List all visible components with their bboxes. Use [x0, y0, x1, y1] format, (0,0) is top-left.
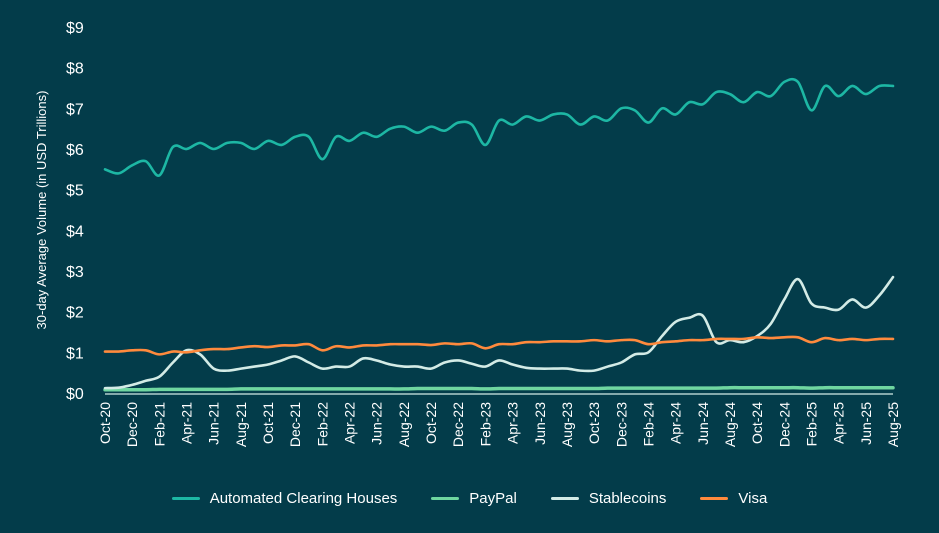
x-tick-label: Aug-23	[559, 402, 575, 447]
x-tick-label: Dec-24	[776, 402, 792, 447]
legend-label: Visa	[738, 490, 768, 507]
x-tick-label: Oct-21	[260, 402, 276, 444]
x-tick-label: Aug-25	[885, 402, 901, 447]
legend-item: Automated Clearing Houses	[171, 490, 398, 507]
x-tick-label: Jun-24	[695, 402, 711, 445]
x-tick-label: Dec-20	[124, 402, 140, 447]
x-tick-label: Apr-25	[831, 402, 847, 444]
x-tick-label: Apr-24	[668, 402, 684, 444]
x-tick-label: Feb-23	[477, 402, 493, 447]
x-tick-label: Aug-24	[722, 402, 738, 447]
legend-swatch	[431, 497, 460, 500]
series-line-automated-clearing-houses	[103, 77, 895, 177]
y-tick-label: $0	[66, 386, 84, 403]
y-tick-label: $1	[66, 345, 84, 362]
y-tick-label: $9	[66, 20, 84, 37]
x-tick-label: Dec-23	[613, 402, 629, 447]
x-tick-label: Oct-22	[423, 402, 439, 444]
legend-item: Stablecoins	[550, 490, 667, 507]
legend-label: Stablecoins	[588, 490, 667, 507]
x-tick-label: Feb-25	[803, 402, 819, 447]
x-tick-label: Apr-21	[179, 402, 195, 444]
x-tick-label: Dec-21	[287, 402, 303, 447]
x-tick-label: Jun-21	[206, 402, 222, 445]
y-tick-label: $2	[66, 305, 84, 322]
x-tick-label: Apr-22	[342, 402, 358, 444]
series-line-paypal	[103, 385, 895, 392]
x-tick-label: Oct-20	[97, 402, 113, 444]
series-line-visa	[103, 335, 895, 356]
y-tick-label: $4	[66, 223, 84, 240]
x-tick-label: Apr-23	[505, 402, 521, 444]
y-tick-label: $5	[66, 183, 84, 200]
series-line-stablecoins	[103, 275, 895, 390]
x-tick-label: Oct-24	[749, 402, 765, 444]
y-tick-label: $6	[66, 142, 84, 159]
x-tick-label: Feb-22	[314, 402, 330, 447]
legend-item: PayPal	[431, 490, 517, 507]
x-tick-label: Aug-22	[396, 402, 412, 447]
x-tick-label: Feb-21	[151, 402, 167, 447]
x-tick-label: Aug-21	[233, 402, 249, 447]
legend-label: PayPal	[469, 490, 517, 507]
legend-swatch	[550, 497, 579, 500]
legend-item: Visa	[700, 490, 767, 507]
legend: Automated Clearing Houses PayPal Stablecoi…	[0, 490, 939, 507]
x-tick-label: Oct-23	[586, 402, 602, 444]
y-tick-label: $3	[66, 264, 84, 281]
y-tick-label: $8	[66, 61, 84, 78]
y-tick-label: $7	[66, 101, 84, 118]
legend-swatch	[171, 497, 200, 500]
legend-swatch	[700, 497, 729, 500]
x-tick-label: Jun-22	[369, 402, 385, 445]
x-tick-label: Jun-23	[532, 402, 548, 445]
y-axis-label: 30-day Average Volume (in USD Trillions)	[34, 91, 49, 330]
x-tick-label: Feb-24	[640, 402, 656, 447]
legend-label: Automated Clearing Houses	[209, 490, 398, 507]
x-tick-label: Jun-25	[858, 402, 874, 445]
x-tick-label: Dec-22	[450, 402, 466, 447]
